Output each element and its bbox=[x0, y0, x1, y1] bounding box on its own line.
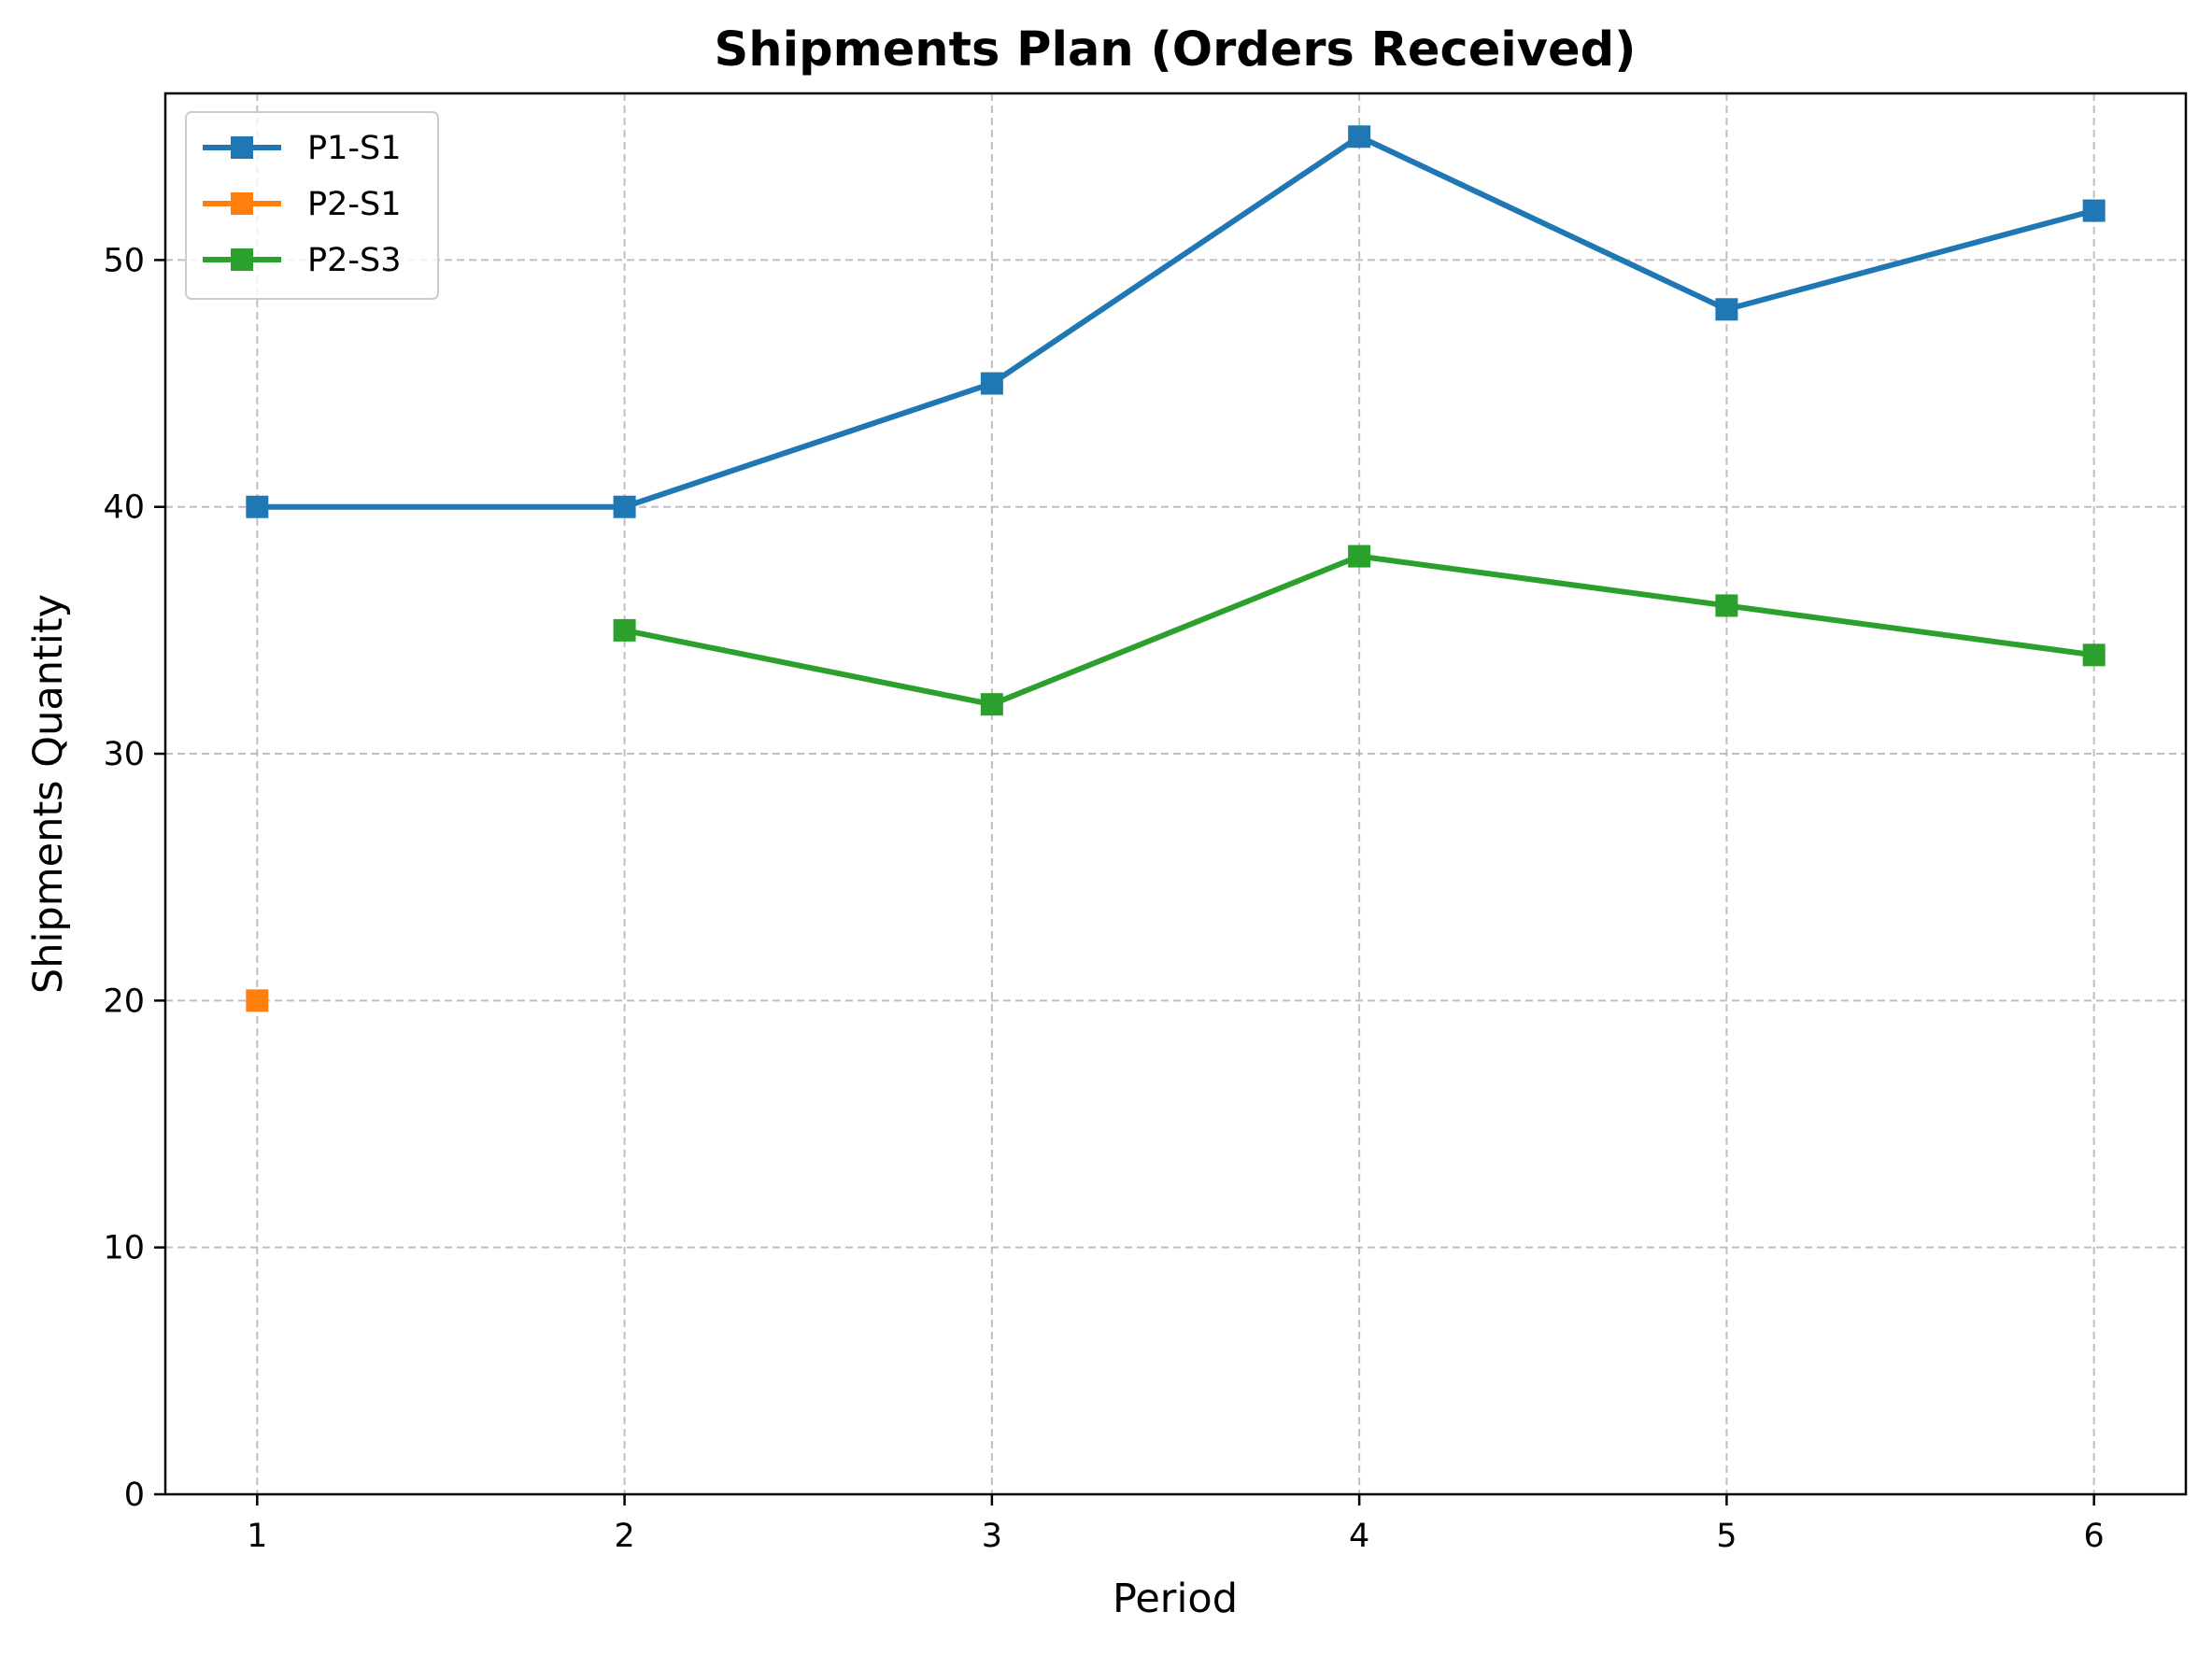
data-point-marker bbox=[613, 618, 636, 642]
series-P2-S3 bbox=[613, 544, 2106, 716]
data-point-marker bbox=[246, 495, 269, 518]
data-point-marker bbox=[1348, 125, 1371, 148]
data-point-marker bbox=[2082, 643, 2106, 667]
series-P1-S1 bbox=[246, 125, 2106, 518]
legend-marker-swatch bbox=[231, 136, 253, 159]
x-axis-label: Period bbox=[1113, 1576, 1238, 1622]
legend-entry: P2-S1 bbox=[203, 186, 402, 223]
x-tick-label: 4 bbox=[1349, 1518, 1369, 1555]
x-tick-label: 3 bbox=[982, 1518, 1002, 1555]
y-axis-label: Shipments Quantity bbox=[25, 594, 72, 994]
legend: P1-S1 P2-S1 P2-S3 bbox=[185, 111, 439, 300]
series-layer bbox=[246, 125, 2106, 1012]
x-tick-label: 6 bbox=[2084, 1518, 2105, 1555]
axis-ticks: 1 2 3 4 5 6 0 10 20 30 40 50 bbox=[103, 242, 2104, 1555]
series-line bbox=[254, 134, 2098, 510]
data-point-marker bbox=[2082, 199, 2106, 222]
y-tick-label: 0 bbox=[124, 1477, 145, 1514]
y-tick-label: 40 bbox=[103, 489, 145, 527]
y-tick-label: 10 bbox=[103, 1230, 145, 1267]
data-point-marker bbox=[980, 693, 1003, 716]
data-point-marker bbox=[1348, 544, 1371, 568]
legend-marker-swatch bbox=[231, 192, 253, 215]
y-tick-label: 30 bbox=[103, 736, 145, 773]
legend-label: P2-S1 bbox=[307, 186, 402, 223]
data-point-marker bbox=[1715, 298, 1738, 321]
series-P2-S1 bbox=[246, 989, 269, 1012]
x-tick-label: 5 bbox=[1716, 1518, 1737, 1555]
data-point-marker bbox=[980, 372, 1003, 395]
data-point-marker bbox=[613, 495, 636, 518]
y-tick-label: 50 bbox=[103, 242, 145, 279]
legend-marker-swatch bbox=[231, 248, 253, 271]
legend-entry: P1-S1 bbox=[203, 130, 402, 167]
legend-label: P1-S1 bbox=[307, 130, 402, 167]
legend-entry: P2-S3 bbox=[203, 242, 402, 279]
data-point-marker bbox=[246, 989, 269, 1012]
data-point-marker bbox=[1715, 594, 1738, 617]
x-tick-label: 2 bbox=[614, 1518, 634, 1555]
x-tick-label: 1 bbox=[247, 1518, 267, 1555]
chart-title: Shipments Plan (Orders Received) bbox=[715, 22, 1637, 78]
legend-label: P2-S3 bbox=[307, 242, 402, 279]
y-tick-label: 20 bbox=[103, 983, 145, 1020]
plot-area-frame bbox=[163, 92, 2188, 1496]
